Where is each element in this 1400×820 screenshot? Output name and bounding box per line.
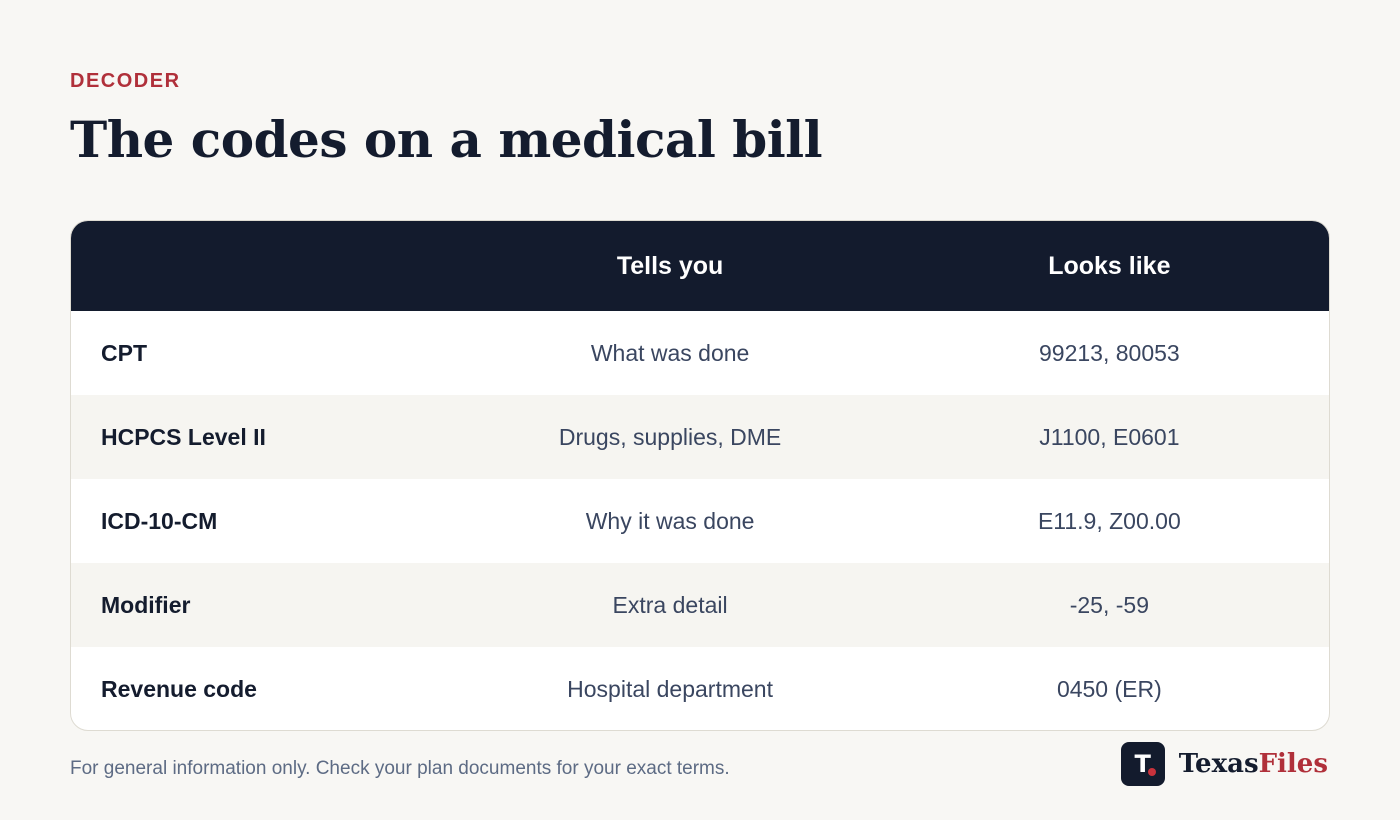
table-row: ICD-10-CM Why it was done E11.9, Z00.00	[71, 479, 1329, 563]
code-name: Modifier	[101, 591, 191, 618]
brand-name-accent: Files	[1258, 749, 1328, 779]
code-name: HCPCS Level II	[101, 423, 266, 450]
code-tells-you: Hospital department	[567, 675, 773, 702]
brand-mark-icon: T	[1120, 742, 1165, 786]
table-row: Revenue code Hospital department 0450 (E…	[71, 647, 1329, 730]
table-row: HCPCS Level II Drugs, supplies, DME J110…	[71, 395, 1329, 479]
section-eyebrow: DECODER	[70, 70, 181, 92]
brand-mark-letter: T	[1134, 750, 1151, 778]
code-looks-like: J1100, E0601	[1039, 423, 1180, 450]
table-header: Tells you Looks like	[71, 221, 1329, 311]
code-looks-like: 0450 (ER)	[1056, 675, 1162, 702]
code-tells-you: Drugs, supplies, DME	[558, 423, 782, 450]
code-tells-you: Why it was done	[585, 507, 755, 534]
code-looks-like: E11.9, Z00.00	[1037, 507, 1181, 534]
code-tells-you: What was done	[590, 339, 750, 366]
code-tells-you: Extra detail	[612, 591, 728, 618]
brand-dot-icon	[1147, 768, 1156, 776]
brand-logo: T TexasFiles	[1120, 742, 1328, 786]
page-title: The codes on a medical bill	[70, 110, 823, 169]
code-looks-like: -25, -59	[1069, 591, 1149, 618]
code-name: ICD-10-CM	[101, 507, 218, 534]
disclaimer-note: For general information only. Check your…	[70, 758, 730, 779]
column-header-tells-you: Tells you	[616, 251, 724, 280]
code-name: CPT	[101, 339, 147, 366]
brand-name: TexasFiles	[1179, 749, 1328, 779]
table-row: CPT What was done 99213, 80053	[71, 311, 1329, 395]
codes-table: Tells you Looks like CPT What was done 9…	[70, 220, 1330, 731]
code-looks-like: 99213, 80053	[1039, 339, 1180, 366]
column-header-looks-like: Looks like	[1048, 251, 1171, 280]
code-name: Revenue code	[101, 675, 257, 702]
table-row: Modifier Extra detail -25, -59	[71, 563, 1329, 647]
brand-name-primary: Texas	[1178, 749, 1259, 779]
